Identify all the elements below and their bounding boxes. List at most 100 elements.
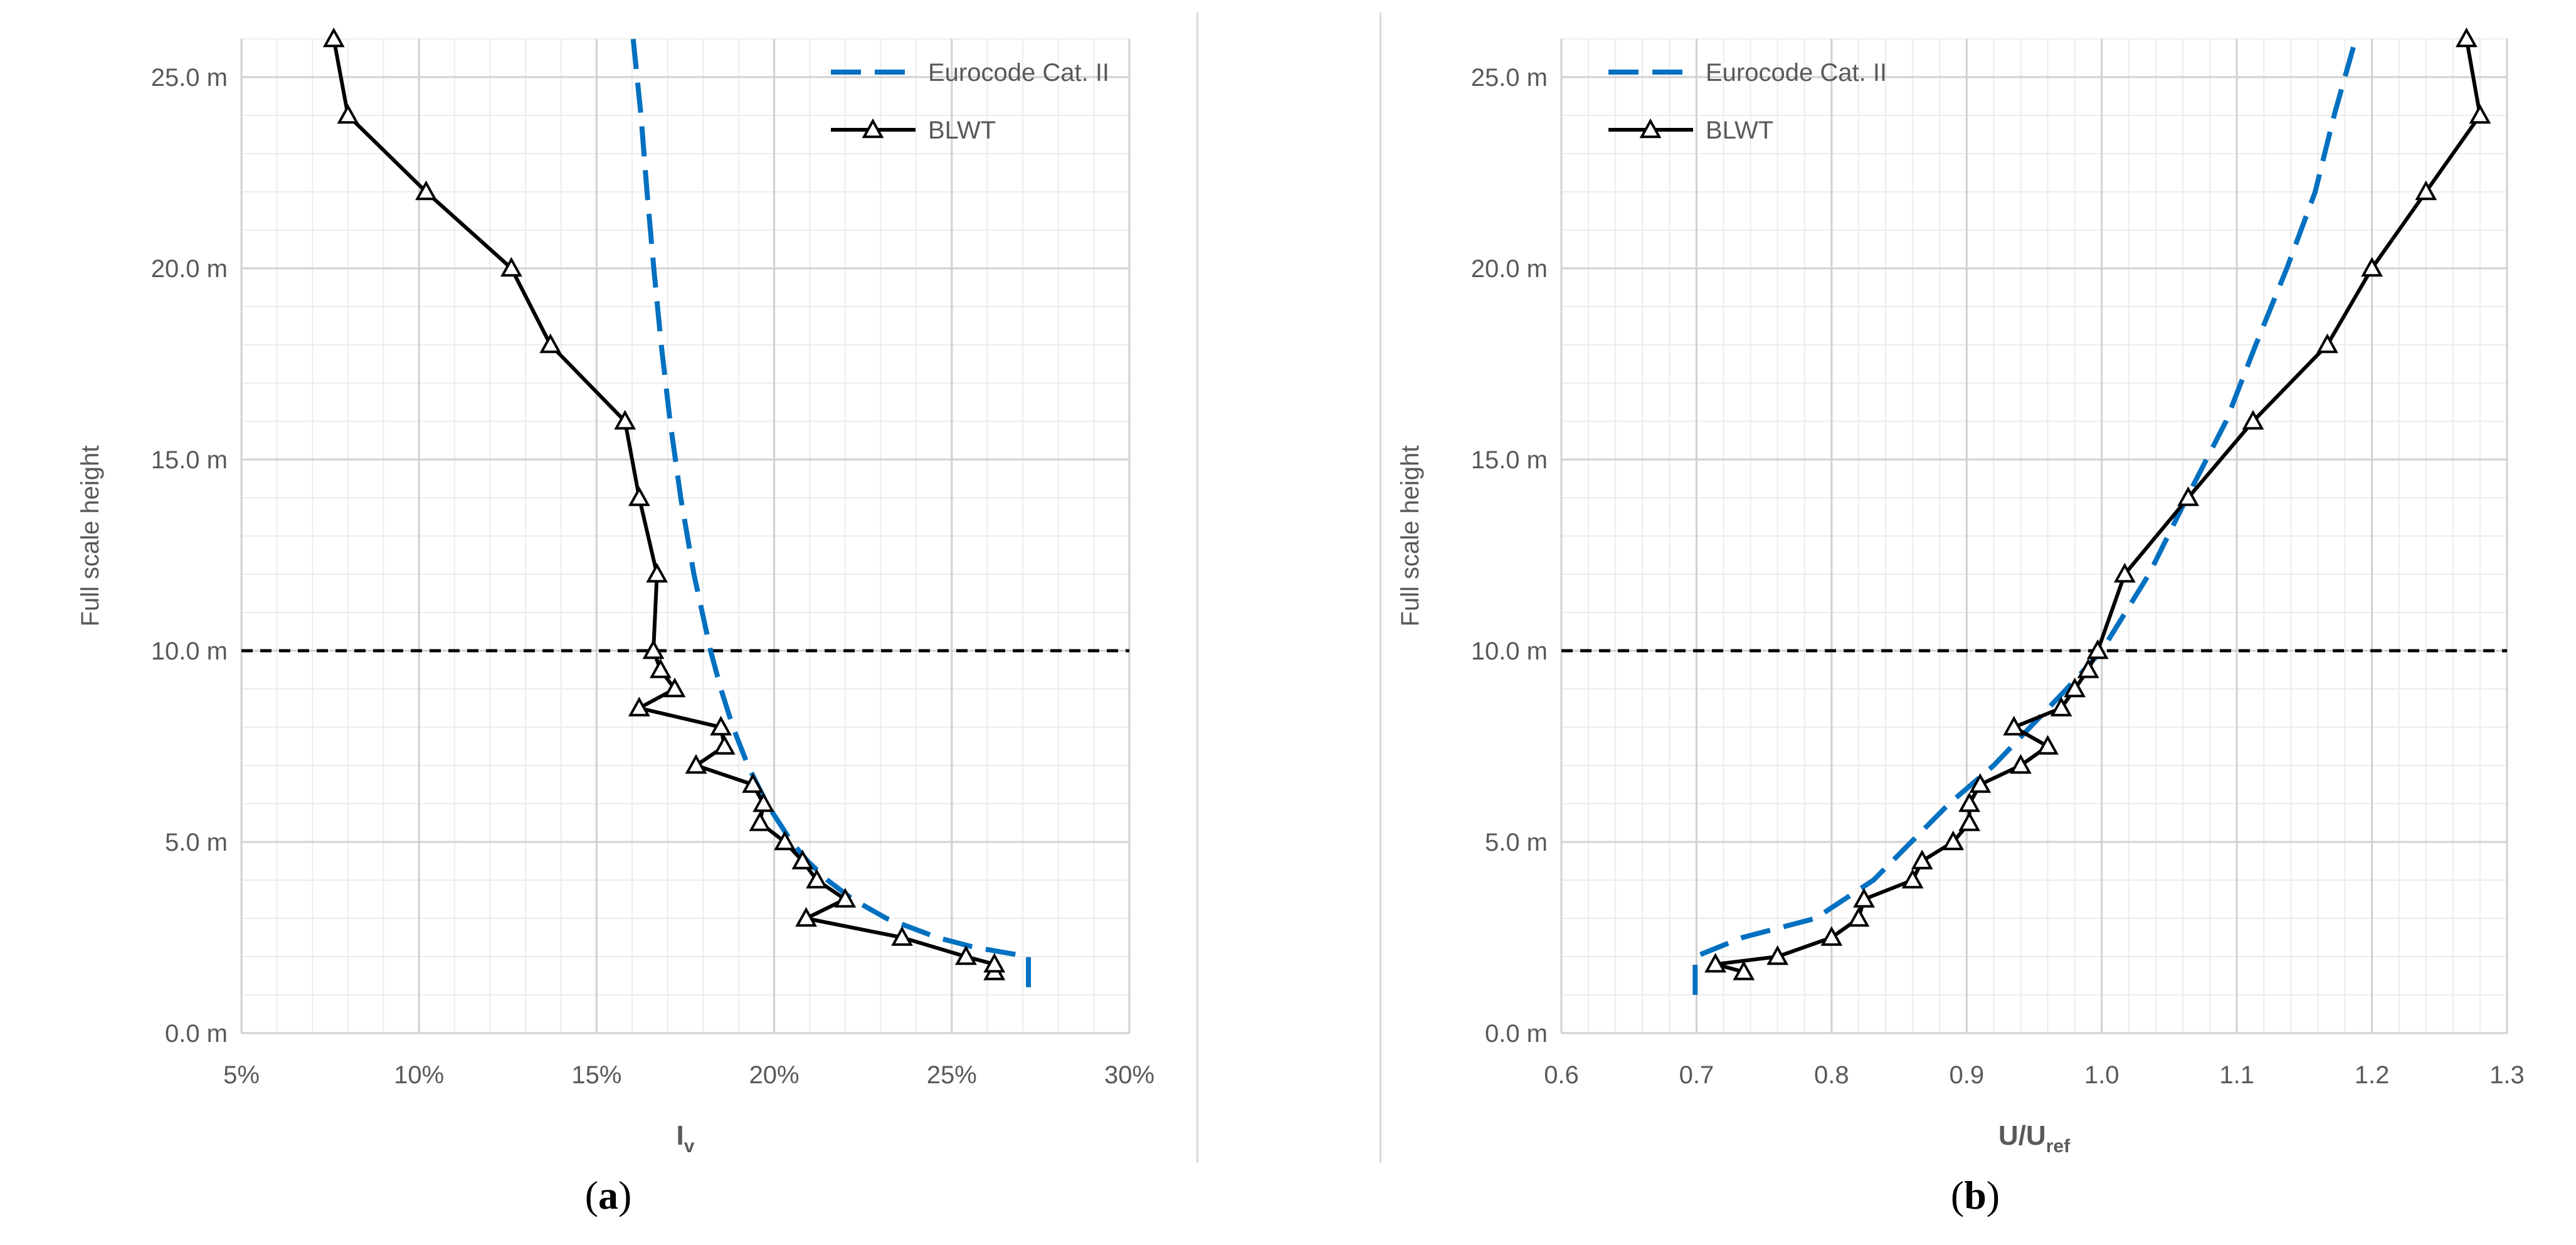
chart-a-y-tick-label: 5.0 m bbox=[165, 829, 228, 856]
chart-b-series-blwt-point bbox=[2077, 658, 2099, 678]
chart-a-x-tick-label: 25% bbox=[927, 1061, 977, 1089]
chart-b: 0.6 0.7 0.8 0.9 1.0 1.1 1.2 1.3 0.0 m 5.0 m 10.0 m… bbox=[1396, 27, 2525, 1157]
chart-b-series-blwt-point bbox=[1969, 773, 1992, 793]
chart-b-legend-label-eurocode-cat-ii: Eurocode Cat. II bbox=[1706, 59, 1887, 87]
chart-b-series-blwt-point bbox=[1853, 888, 1875, 908]
chart-a-y-tick-label: 0.0 m bbox=[165, 1020, 228, 1048]
chart-b-series-blwt-point bbox=[2037, 735, 2059, 755]
chart-a-series-blwt-point bbox=[614, 409, 636, 430]
chart-a-series-blwt-point bbox=[955, 945, 977, 965]
chart-a-series-blwt-point bbox=[742, 773, 764, 793]
chart-b-legend-marker-blwt bbox=[1639, 118, 1662, 139]
chart-a-series-blwt-point bbox=[834, 888, 857, 908]
chart-b-series-blwt-point bbox=[2316, 333, 2338, 354]
chart-a-x-tick-label: 10% bbox=[394, 1061, 444, 1089]
chart-a-series-blwt-point bbox=[646, 562, 668, 583]
chart-a-x-tick-label: 30% bbox=[1104, 1061, 1154, 1089]
chart-a-series-blwt-point bbox=[983, 953, 1006, 973]
chart-b-series-blwt-point bbox=[1766, 945, 1789, 965]
chart-a-x-tick-label: 5% bbox=[223, 1061, 260, 1089]
chart-b-series-blwt-point bbox=[1733, 960, 1755, 980]
chart-b-series-blwt-point bbox=[2415, 180, 2437, 201]
chart-a-series-blwt-point bbox=[663, 677, 686, 698]
chart-a-series-blwt-point bbox=[539, 333, 562, 354]
chart-a-y-axis-title: Full scale height bbox=[77, 445, 104, 626]
chart-b-series-blwt-point bbox=[1704, 953, 1726, 973]
chart-a-legend-label-eurocode-cat-ii: Eurocode Cat. II bbox=[928, 59, 1109, 87]
chart-a-series-blwt-point bbox=[795, 906, 817, 927]
chart-b-x-tick-label: 0.6 bbox=[1544, 1061, 1579, 1089]
chart-b-series-eurocode-cat-ii-line bbox=[1692, 38, 2358, 995]
chart-b-x-axis-title: U/Uref bbox=[1998, 1120, 2071, 1157]
chart-b-series-blwt-point bbox=[2050, 696, 2072, 717]
chart-b-x-tick-label: 1.3 bbox=[2489, 1061, 2525, 1089]
chart-b-series-blwt-point bbox=[1958, 811, 1980, 831]
chart-a-x-axis-title: Iv bbox=[677, 1120, 695, 1157]
chart-a-x-tick-label: 20% bbox=[749, 1061, 800, 1089]
chart-b-series-blwt-point bbox=[2469, 103, 2491, 124]
chart-a-series-blwt-point bbox=[752, 792, 775, 812]
chart-b-series-blwt-point bbox=[2361, 256, 2383, 277]
chart-b-series-blwt-point bbox=[2113, 562, 2136, 583]
chart-a-y-tick-label: 20.0 m bbox=[151, 255, 228, 283]
chart-b-series-blwt-point bbox=[2064, 677, 2086, 698]
chart-b-y-tick-label: 25.0 m bbox=[1471, 64, 1548, 92]
chart-a-series-blwt-point bbox=[806, 868, 828, 889]
chart-a-series-blwt-point bbox=[791, 849, 814, 869]
chart-a-series-blwt-point bbox=[891, 926, 913, 946]
chart-a-y-tick-label: 10.0 m bbox=[151, 638, 228, 665]
chart-b-series-blwt-point bbox=[1911, 849, 1933, 869]
chart-a-series-blwt-point bbox=[710, 715, 732, 736]
chart-b-x-tick-label: 1.2 bbox=[2355, 1061, 2390, 1089]
chart-a-series-blwt-point bbox=[628, 486, 650, 507]
chart-b-series-blwt-point bbox=[2010, 754, 2032, 774]
chart-b-y-tick-label: 10.0 m bbox=[1471, 638, 1548, 665]
chart-b-x-tick-label: 1.0 bbox=[2084, 1061, 2119, 1089]
chart-b-series-blwt-point bbox=[2003, 715, 2025, 736]
chart-b-series-blwt-point bbox=[1847, 906, 1870, 927]
chart-b-series-blwt-point bbox=[2086, 639, 2109, 659]
chart-a-series-blwt-point bbox=[685, 754, 707, 774]
chart-a-legend-marker-blwt bbox=[862, 118, 884, 139]
chart-a-series-blwt-point bbox=[322, 27, 345, 48]
chart-a-series-blwt-point bbox=[713, 735, 736, 755]
chart-b-series-blwt-point bbox=[2177, 486, 2199, 507]
chart-b-y-tick-label: 5.0 m bbox=[1485, 829, 1548, 856]
chart-a-legend-label-blwt: BLWT bbox=[928, 117, 996, 144]
chart-b-series-blwt-point bbox=[1820, 926, 1843, 946]
chart-b-x-tick-label: 0.7 bbox=[1679, 1061, 1714, 1089]
chart-b-series-blwt-line bbox=[1713, 38, 2482, 974]
chart-b-x-tick-label: 0.8 bbox=[1814, 1061, 1849, 1089]
chart-b-series-blwt-point bbox=[2455, 27, 2478, 48]
chart-a-y-tick-label: 25.0 m bbox=[151, 64, 228, 92]
chart-b-y-axis-title: Full scale height bbox=[1396, 445, 1424, 626]
chart-b-y-tick-label: 20.0 m bbox=[1471, 255, 1548, 283]
chart-a-y-tick-label: 15.0 m bbox=[151, 446, 228, 474]
chart-a-series-blwt-point bbox=[749, 811, 771, 831]
chart-a-series-blwt-point bbox=[642, 639, 665, 659]
chart-a-series-blwt-point bbox=[337, 103, 359, 124]
chart-b-x-tick-label: 1.1 bbox=[2219, 1061, 2254, 1089]
chart-a: 5% 10% 15% 20% 25% 30% 0.0 m 5.0 m 10.0 m 15.0 m 2… bbox=[77, 27, 1154, 1157]
chart-a-series-blwt-point bbox=[774, 830, 796, 851]
panel-divider-left bbox=[1196, 13, 1198, 1163]
chart-b-series-blwt-point bbox=[1942, 830, 1965, 851]
chart-b-legend: Eurocode Cat. II BLWT bbox=[1608, 59, 1887, 144]
chart-a-series-blwt-point bbox=[500, 256, 522, 277]
chart-b-series-blwt-point bbox=[1901, 868, 1924, 889]
chart-b-legend-label-blwt: BLWT bbox=[1706, 117, 1773, 144]
chart-a-legend: Eurocode Cat. II BLWT bbox=[831, 59, 1109, 144]
chart-a-x-tick-label: 15% bbox=[571, 1061, 621, 1089]
caption-b: (b) bbox=[1950, 1173, 2000, 1217]
chart-b-y-tick-label: 15.0 m bbox=[1471, 446, 1548, 474]
chart-b-y-tick-label: 0.0 m bbox=[1485, 1020, 1548, 1048]
panel-divider-right bbox=[1380, 13, 1381, 1163]
chart-a-series-blwt-line bbox=[332, 38, 996, 972]
chart-a-series-blwt-point bbox=[628, 696, 650, 717]
chart-b-x-tick-label: 0.9 bbox=[1949, 1061, 1984, 1089]
chart-a-series-blwt-point bbox=[649, 658, 672, 678]
chart-b-series-blwt-point bbox=[1958, 792, 1980, 812]
chart-b-series-blwt-point bbox=[2242, 409, 2264, 430]
